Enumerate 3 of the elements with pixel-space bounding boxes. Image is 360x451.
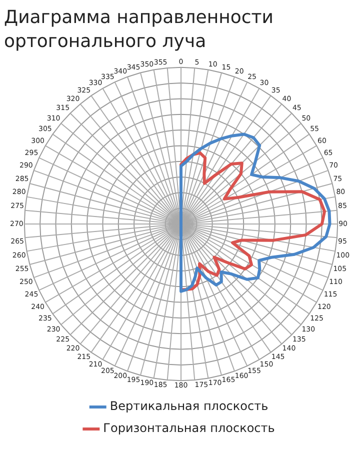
- legend-label: Вертикальная плоскость: [110, 399, 268, 414]
- chart-title: Диаграмма направленности ортогонального луча: [3, 6, 274, 54]
- legend-label: Горизонтальная плоскость: [103, 421, 275, 436]
